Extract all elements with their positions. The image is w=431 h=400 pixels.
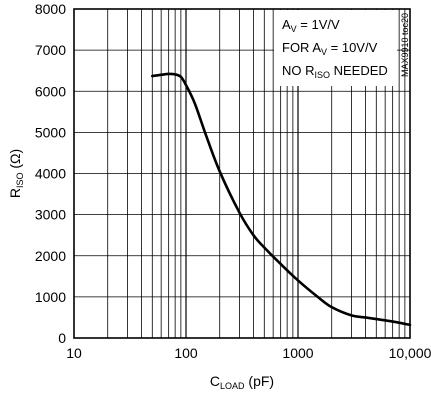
annotation-text: AV = 1V/V	[282, 17, 340, 34]
annotation-text: FOR AV = 10V/V	[282, 40, 378, 57]
y-tick-label: 1000	[35, 289, 66, 305]
x-axis-label: CLOAD (pF)	[210, 373, 274, 391]
series-line	[150, 72, 412, 327]
x-tick-label: 1000	[282, 345, 313, 361]
y-tick-label: 4000	[35, 166, 66, 182]
x-tick-label: 10	[66, 345, 82, 361]
annotation-background	[274, 10, 397, 86]
y-tick-label: 7000	[35, 42, 66, 58]
tick-labels: 10 100 1000 10,000 0 1000 2000 3000 4000 5000 6000…	[35, 1, 431, 361]
y-tick-label: 3000	[35, 207, 66, 223]
y-tick-label: 5000	[35, 124, 66, 140]
y-tick-label: 8000	[35, 1, 66, 17]
y-tick-label: 2000	[35, 248, 66, 264]
annotation-text: NO RISO NEEDED	[282, 63, 388, 80]
plot-frame	[73, 8, 411, 339]
figure-code: MAX9910 toc20	[400, 13, 410, 77]
x-tick-label: 10,000	[389, 345, 431, 361]
y-tick-label: 6000	[35, 83, 66, 99]
x-tick-label: 100	[174, 345, 198, 361]
y-tick-label: 0	[58, 330, 66, 346]
annotation-box: AV = 1V/V FOR AV = 10V/V NO RISO NEEDED	[274, 10, 397, 86]
y-axis-label: RISO (Ω)	[7, 149, 25, 198]
grid	[74, 9, 410, 338]
